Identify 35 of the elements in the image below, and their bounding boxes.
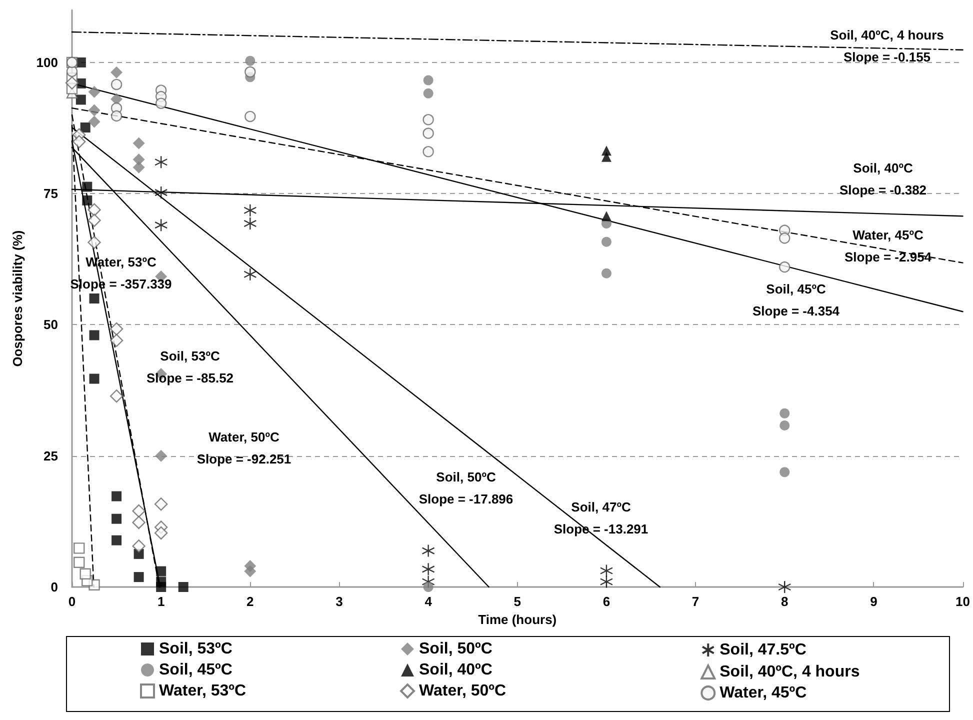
x-tick-label: 9	[870, 594, 878, 609]
y-tick-label: 100	[36, 54, 58, 70]
annotation: Soil, 53ºC Slope = -85.52	[146, 348, 234, 386]
x-tick-label: 0	[68, 594, 76, 609]
x-tick-label: 7	[692, 594, 700, 609]
annotation: Soil, 47ºC Slope = -13.291	[554, 500, 648, 536]
annotation: Soil, 45ºC Slope = -4.354	[752, 282, 840, 318]
y-axis-title: Oospores viability (%)	[10, 230, 25, 367]
legend-label: Soil, 40ºC	[419, 662, 493, 678]
legend-label: Water, 50ºC	[419, 682, 507, 700]
y-tick-label: 75	[44, 186, 58, 202]
legend-label: Water, 45ºC	[720, 684, 808, 702]
legend-label: Water, 53ºC	[159, 682, 247, 700]
x-tick-label: 6	[602, 594, 610, 609]
annotation: Soil, 50ºC Slope = -17.896	[418, 470, 514, 506]
x-tick-label: 5	[514, 594, 521, 609]
x-axis-title: Time (hours)	[478, 612, 557, 627]
x-tick-label: 10	[956, 594, 970, 609]
y-tick-label: 25	[44, 448, 58, 464]
annotation: Soil, 40ºC, 4 hours Slope = -0.155	[830, 28, 944, 64]
legend-label: Soil, 53ºC	[159, 640, 233, 658]
annotation: Soil, 40ºC Slope = -0.382	[839, 160, 927, 198]
legend-label: Soil, 47.5ºC	[720, 642, 807, 658]
x-tick-label: 2	[246, 594, 254, 609]
annotation: Water, 45ºC Slope = -2.954	[844, 228, 932, 264]
x-tick-label: 4	[424, 594, 433, 609]
annotation: Water, 50ºC Slope = -92.251	[196, 430, 292, 466]
legend-label: Soil, 45ºC	[159, 662, 233, 678]
x-tick-label: 1	[157, 594, 165, 609]
x-tick-label: 3	[336, 594, 343, 609]
y-tick-label: 0	[50, 580, 58, 594]
legend-label: Soil, 50ºC	[419, 640, 493, 658]
x-tick-label: 8	[781, 594, 788, 609]
legend-label: Soil, 40ºC, 4 hours	[720, 664, 860, 680]
y-tick-label: 50	[44, 317, 58, 332]
